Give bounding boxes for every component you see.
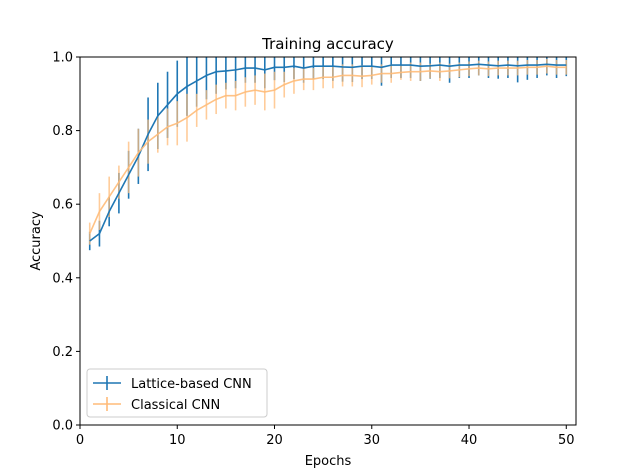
legend-entry-lattice: Lattice-based CNN bbox=[93, 376, 252, 392]
y-tick-label: 0.4 bbox=[52, 271, 73, 286]
series-0-errorbars bbox=[88, 57, 568, 251]
y-axis: 0.0 0.2 0.4 0.6 0.8 1.0 bbox=[52, 51, 80, 434]
plot-frame bbox=[79, 56, 577, 426]
x-axis-label: Epochs bbox=[305, 454, 352, 469]
legend-entry-classical: Classical CNN bbox=[93, 397, 220, 413]
x-tick-label: 30 bbox=[363, 433, 380, 448]
legend: Lattice-based CNN Classical CNN bbox=[86, 368, 268, 418]
series-line-classical bbox=[88, 65, 567, 234]
legend-label: Lattice-based CNN bbox=[131, 377, 252, 392]
y-tick-label: 0.8 bbox=[52, 124, 73, 139]
x-tick-label: 10 bbox=[169, 433, 186, 448]
error-bars bbox=[88, 57, 568, 251]
y-tick-label: 0.2 bbox=[52, 345, 73, 360]
y-tick-label: 1.0 bbox=[52, 51, 73, 66]
legend-label: Classical CNN bbox=[131, 398, 220, 413]
y-tick-label: 0.0 bbox=[52, 419, 73, 434]
x-tick-label: 0 bbox=[76, 433, 84, 448]
x-tick-label: 40 bbox=[461, 433, 478, 448]
series-line-lattice bbox=[89, 63, 567, 242]
x-tick-label: 50 bbox=[558, 433, 575, 448]
x-tick-label: 20 bbox=[266, 433, 283, 448]
y-axis-label: Accuracy bbox=[29, 211, 44, 271]
legend-box bbox=[86, 368, 268, 418]
series-lines bbox=[88, 63, 567, 242]
x-axis: 0 10 20 30 40 50 bbox=[76, 425, 575, 448]
chart-title: Training accuracy bbox=[261, 35, 394, 53]
y-tick-label: 0.6 bbox=[52, 198, 73, 213]
series-1-errorbars bbox=[88, 58, 568, 245]
